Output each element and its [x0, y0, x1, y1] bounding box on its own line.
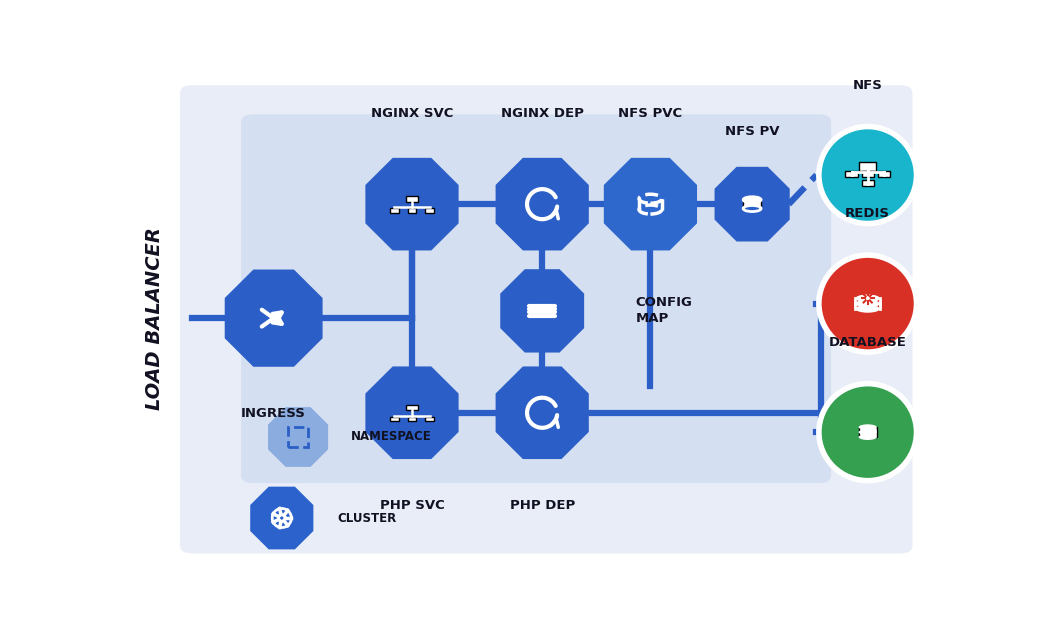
Text: DATABASE: DATABASE: [828, 336, 906, 349]
Text: INGRESS: INGRESS: [242, 407, 307, 420]
Ellipse shape: [859, 434, 877, 440]
Ellipse shape: [819, 384, 917, 481]
Ellipse shape: [290, 516, 293, 520]
Ellipse shape: [859, 429, 877, 435]
Text: PHP SVC: PHP SVC: [380, 499, 444, 512]
Ellipse shape: [856, 305, 880, 312]
FancyBboxPatch shape: [743, 200, 761, 209]
Text: LOAD BALANCER: LOAD BALANCER: [145, 227, 164, 410]
FancyBboxPatch shape: [390, 416, 399, 421]
Ellipse shape: [819, 255, 917, 352]
Ellipse shape: [287, 508, 290, 513]
FancyBboxPatch shape: [242, 115, 832, 483]
FancyBboxPatch shape: [407, 208, 417, 212]
Polygon shape: [250, 486, 313, 549]
Polygon shape: [365, 158, 459, 251]
Text: NGINX SVC: NGINX SVC: [371, 108, 454, 120]
FancyBboxPatch shape: [406, 197, 418, 202]
Polygon shape: [500, 269, 584, 353]
FancyBboxPatch shape: [425, 208, 434, 212]
Ellipse shape: [743, 197, 761, 203]
Ellipse shape: [278, 507, 281, 511]
Text: PHP DEP: PHP DEP: [509, 499, 574, 512]
FancyBboxPatch shape: [390, 208, 399, 212]
Ellipse shape: [859, 425, 877, 430]
Ellipse shape: [856, 300, 880, 307]
Polygon shape: [496, 367, 589, 459]
Text: REDIS: REDIS: [845, 207, 890, 220]
Text: CONFIG
MAP: CONFIG MAP: [635, 296, 692, 325]
Polygon shape: [225, 270, 322, 367]
Ellipse shape: [272, 512, 275, 516]
FancyBboxPatch shape: [859, 427, 877, 437]
Text: NAMESPACE: NAMESPACE: [351, 430, 432, 444]
FancyBboxPatch shape: [861, 171, 874, 177]
FancyBboxPatch shape: [181, 85, 912, 553]
Text: NFS: NFS: [853, 79, 883, 92]
Polygon shape: [268, 407, 329, 467]
Ellipse shape: [278, 525, 281, 529]
Polygon shape: [365, 367, 459, 459]
Ellipse shape: [272, 520, 275, 524]
Polygon shape: [496, 158, 589, 251]
FancyBboxPatch shape: [407, 416, 417, 421]
FancyBboxPatch shape: [859, 163, 876, 171]
FancyBboxPatch shape: [878, 171, 890, 177]
Ellipse shape: [743, 205, 761, 212]
Ellipse shape: [856, 294, 880, 302]
Text: NFS PV: NFS PV: [724, 125, 779, 138]
Ellipse shape: [287, 524, 290, 528]
FancyBboxPatch shape: [425, 416, 434, 421]
Ellipse shape: [819, 127, 917, 224]
FancyBboxPatch shape: [861, 180, 874, 186]
Text: CLUSTER: CLUSTER: [337, 512, 397, 525]
FancyBboxPatch shape: [845, 171, 858, 177]
Text: NFS PVC: NFS PVC: [618, 108, 682, 120]
Text: NGINX DEP: NGINX DEP: [501, 108, 584, 120]
FancyBboxPatch shape: [406, 405, 418, 410]
Polygon shape: [604, 158, 697, 251]
Polygon shape: [715, 167, 790, 241]
